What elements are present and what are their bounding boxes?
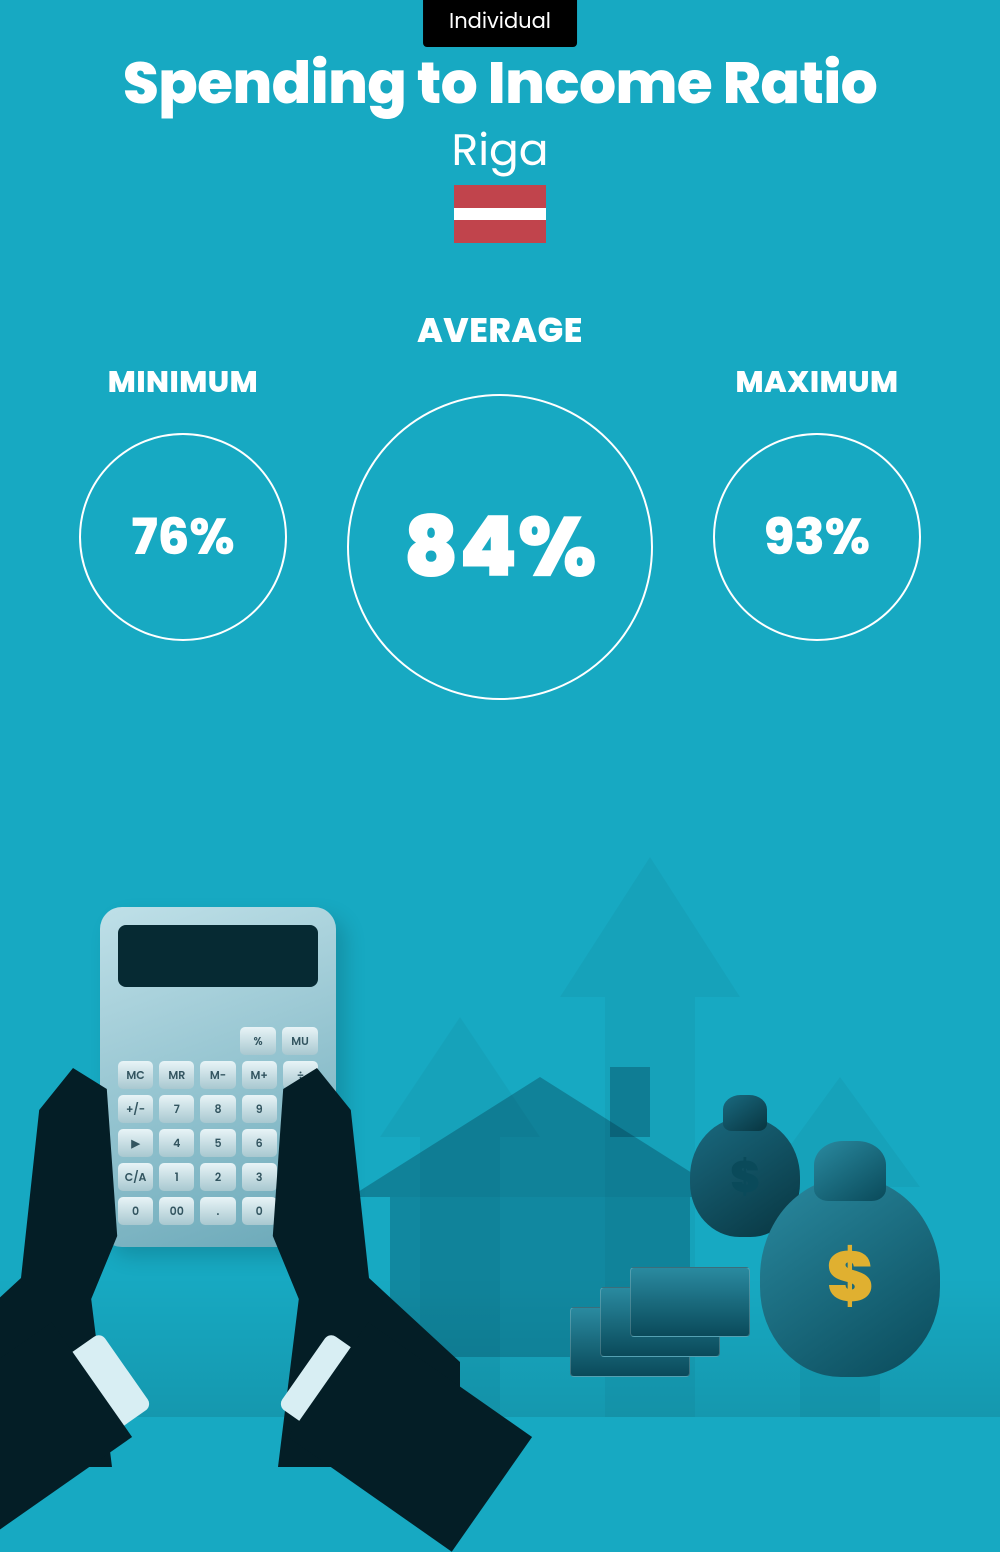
calc-key: 0 <box>242 1197 277 1225</box>
sleeve-left <box>0 1322 132 1551</box>
cuff-right <box>278 1332 452 1492</box>
calc-key: = <box>283 1197 318 1225</box>
cash-stack-icon <box>570 1247 770 1377</box>
calc-key: ▶ <box>118 1129 153 1157</box>
money-bag-knot <box>814 1141 886 1201</box>
money-bag-knot <box>723 1095 767 1131</box>
calc-key: ÷ <box>283 1061 318 1089</box>
calc-key: MC <box>118 1061 153 1089</box>
house-icon <box>350 1077 730 1357</box>
arrow-up-icon <box>560 857 740 1417</box>
flag-icon <box>454 185 546 243</box>
stat-average-label: AVERAGE <box>417 305 583 356</box>
house-body <box>390 1197 690 1357</box>
city-name: Riga <box>0 118 1000 183</box>
calc-key: - <box>283 1129 318 1157</box>
calc-key: 9 <box>242 1095 277 1123</box>
calc-key: . <box>200 1197 235 1225</box>
stat-average-circle: 84% <box>347 394 653 700</box>
stat-maximum: MAXIMUM 93% <box>713 305 921 641</box>
dollar-sign-icon: $ <box>827 1224 874 1330</box>
money-bag-icon: $ <box>760 1177 940 1377</box>
calc-key: MU <box>282 1027 318 1055</box>
house-chimney <box>610 1067 650 1137</box>
sleeve-right <box>288 1322 532 1551</box>
stat-average: AVERAGE 84% <box>347 305 653 700</box>
calc-key: 6 <box>242 1129 277 1157</box>
cash-stack <box>630 1267 750 1337</box>
money-bag-icon: $ <box>690 1117 800 1237</box>
calc-key: 0 <box>118 1197 153 1225</box>
calc-key: +/- <box>118 1095 153 1123</box>
cuff-left <box>0 1332 152 1492</box>
calc-key: 4 <box>159 1129 194 1157</box>
stat-minimum: MINIMUM 76% <box>79 305 287 641</box>
calc-key: 8 <box>200 1095 235 1123</box>
calc-key: M+ <box>242 1061 277 1089</box>
stat-maximum-label: MAXIMUM <box>735 359 898 405</box>
stat-maximum-value: 93% <box>764 499 870 575</box>
flag-stripe-top <box>454 185 546 208</box>
calc-key: + <box>283 1163 318 1191</box>
arrow-up-icon <box>380 1017 540 1417</box>
calculator-keys: MCMRM-M+÷+/-789×▶456-C/A123+000.0= <box>118 1061 318 1225</box>
calc-key: 5 <box>200 1129 235 1157</box>
hand-right-icon <box>200 1047 460 1467</box>
illustration: $ $ %MU MCMRM-M+÷+/-789×▶456-C/A123+000.… <box>0 837 1000 1417</box>
calculator-icon: %MU MCMRM-M+÷+/-789×▶456-C/A123+000.0= <box>100 907 336 1247</box>
stat-minimum-label: MINIMUM <box>108 359 258 405</box>
dollar-sign-icon: $ <box>730 1145 759 1210</box>
calc-key: 7 <box>159 1095 194 1123</box>
calc-key: % <box>240 1027 276 1055</box>
stats-row: MINIMUM 76% AVERAGE 84% MAXIMUM 93% <box>0 305 1000 700</box>
flag-stripe-mid <box>454 208 546 220</box>
calc-key: 2 <box>200 1163 235 1191</box>
hand-left-icon <box>0 1047 190 1467</box>
cash-stack <box>570 1307 690 1377</box>
stat-minimum-value: 76% <box>131 499 234 575</box>
arrow-up-icon <box>760 1077 920 1417</box>
calc-key: 00 <box>159 1197 194 1225</box>
stat-minimum-circle: 76% <box>79 433 287 641</box>
stat-average-value: 84% <box>403 485 596 610</box>
flag-stripe-bot <box>454 220 546 243</box>
calculator-top-row: %MU <box>118 1027 318 1055</box>
calc-key: MR <box>159 1061 194 1089</box>
stat-maximum-circle: 93% <box>713 433 921 641</box>
calc-key: 1 <box>159 1163 194 1191</box>
cash-stack <box>600 1287 720 1357</box>
calc-key: M- <box>200 1061 235 1089</box>
calc-key: C/A <box>118 1163 153 1191</box>
calc-key: × <box>283 1095 318 1123</box>
house-roof <box>350 1077 730 1197</box>
calculator-screen <box>118 925 318 987</box>
calc-key: 3 <box>242 1163 277 1191</box>
page-title: Spending to Income Ratio <box>0 40 1000 127</box>
hands-calculator-icon: %MU MCMRM-M+÷+/-789×▶456-C/A123+000.0= <box>0 867 470 1447</box>
ground-shadow <box>0 1277 1000 1417</box>
